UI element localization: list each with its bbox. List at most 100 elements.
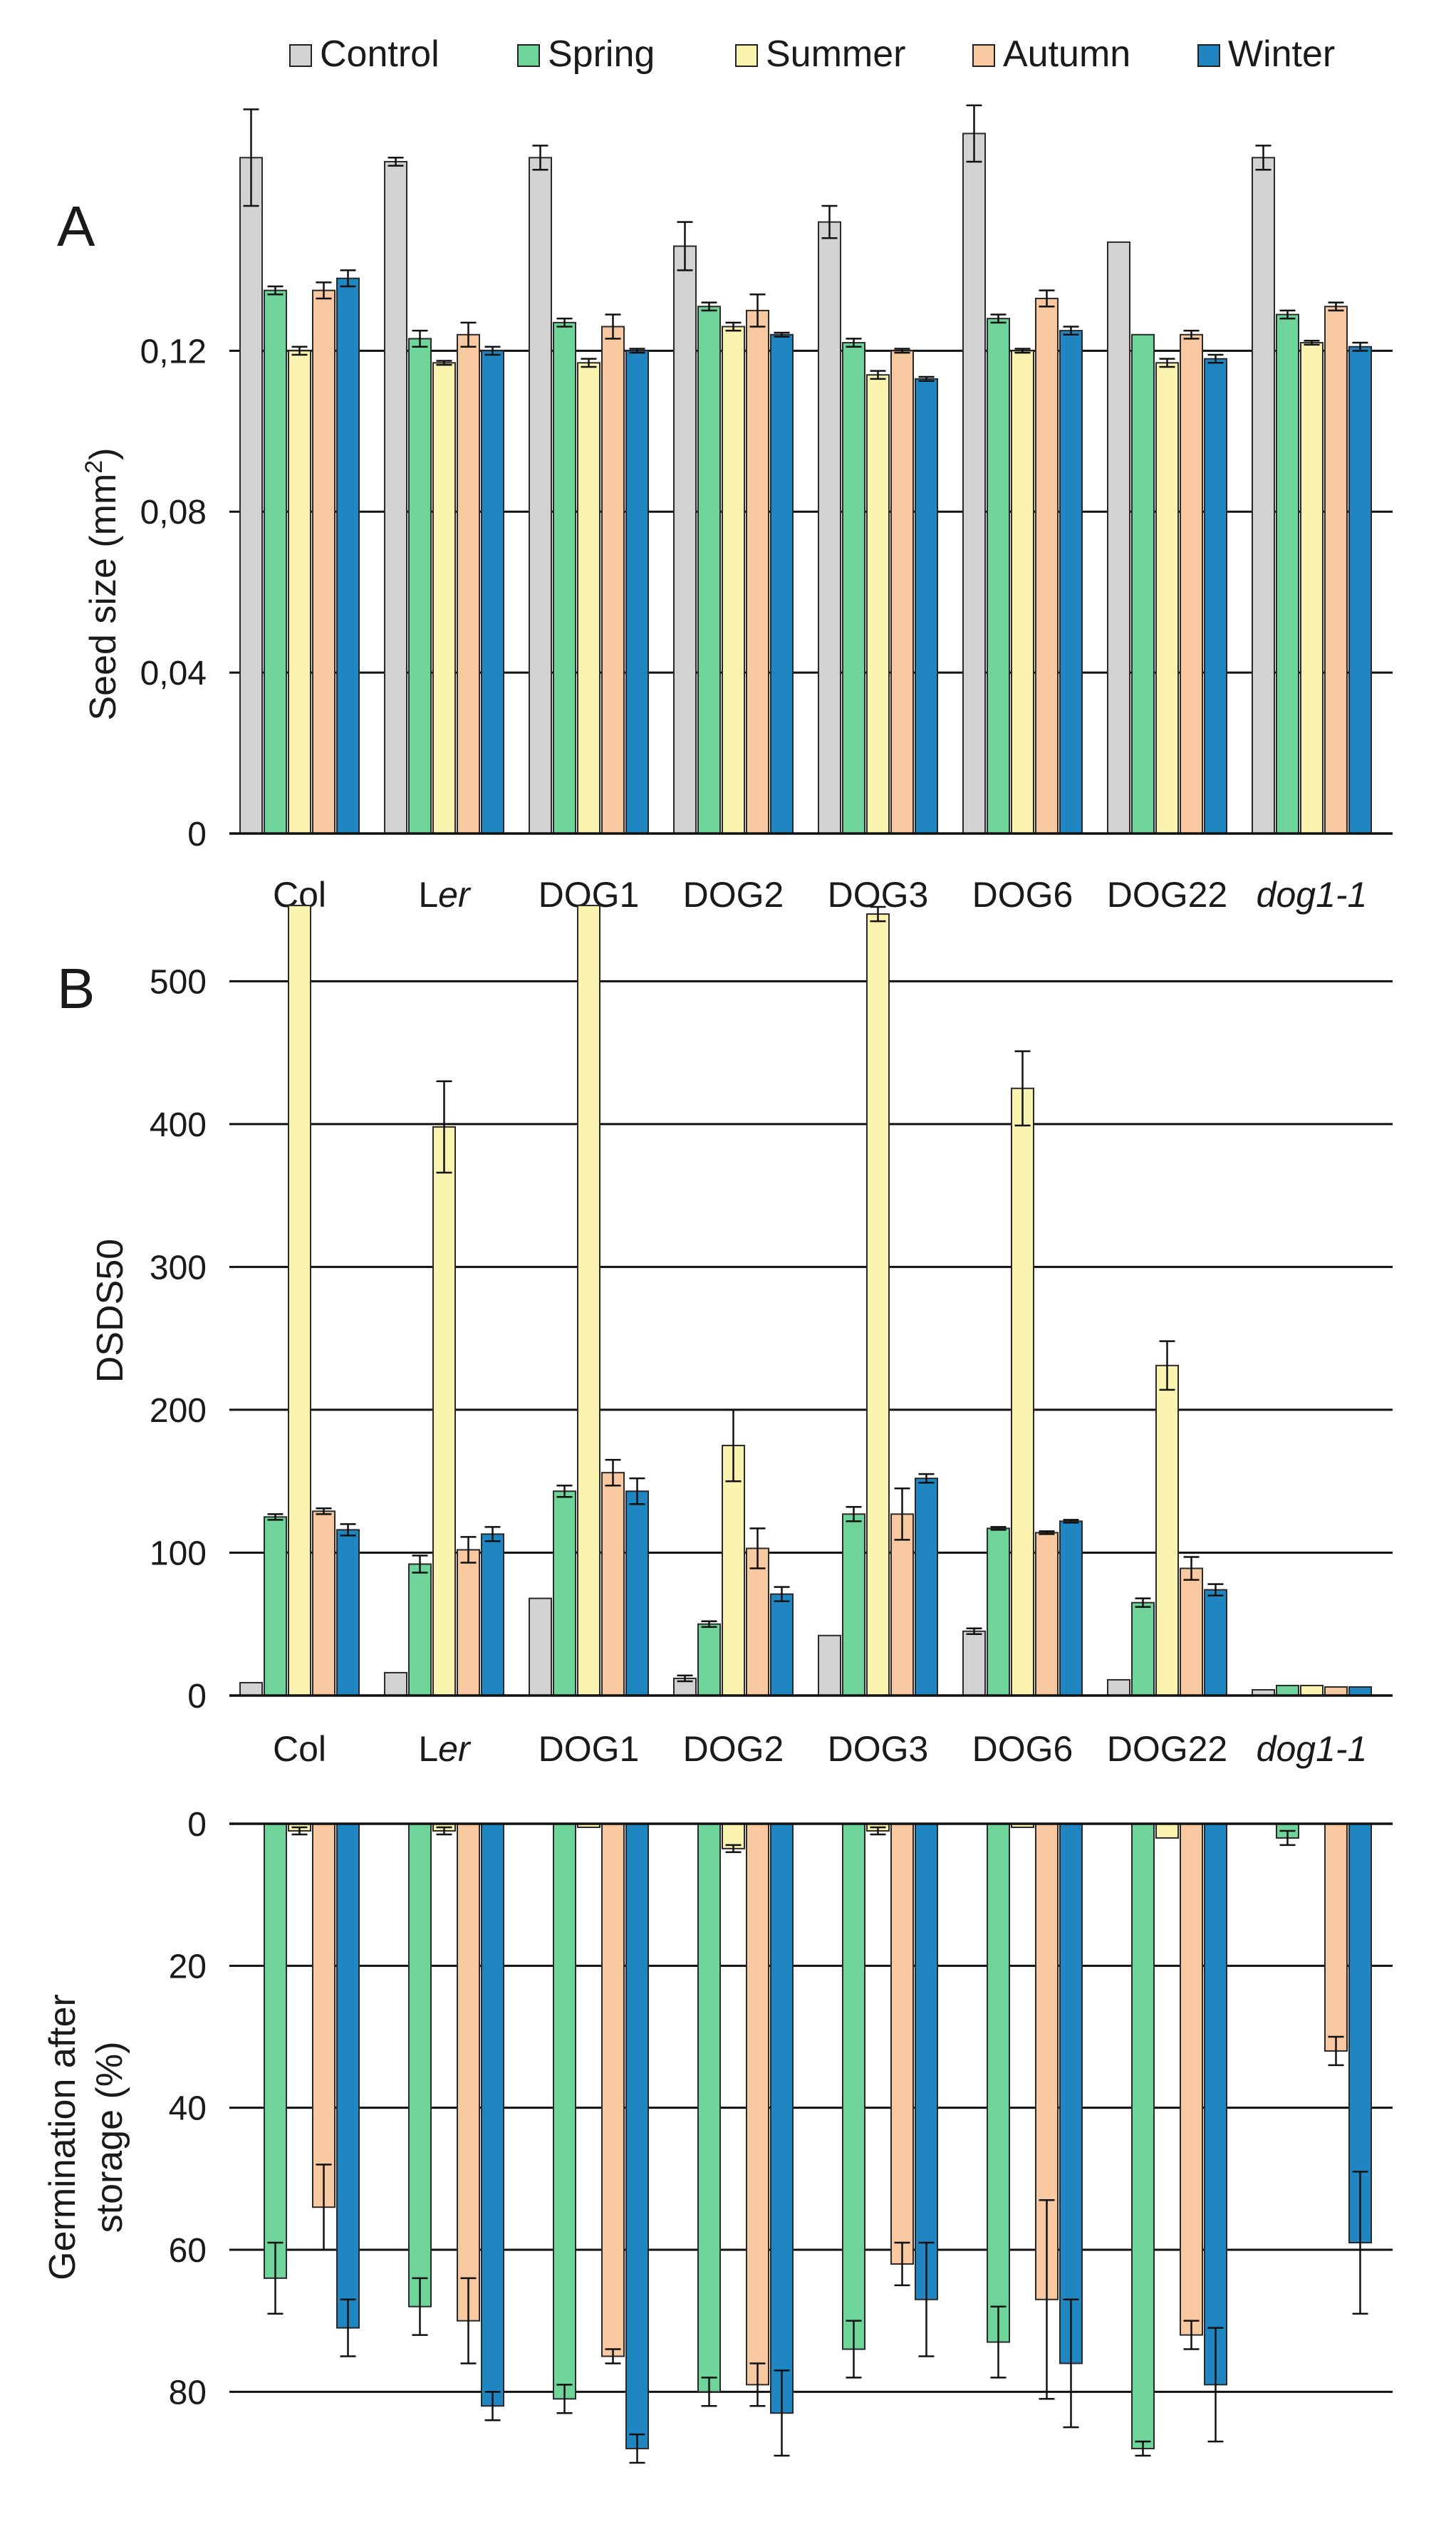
panel-label-b: B xyxy=(57,957,95,1020)
panel-b-bar-spring-col xyxy=(264,1516,287,1696)
panel-b-bar-winter-ler xyxy=(481,1533,504,1696)
legend-entry-winter: Winter xyxy=(1197,33,1335,75)
panel-a-bar-winter-dog3 xyxy=(915,378,938,834)
panel-b-bar-control-ler xyxy=(384,1671,407,1697)
panel-b-lower-bar-autumn-dog1 xyxy=(601,1823,625,2357)
panel-b-bar-control-dog22 xyxy=(1107,1678,1130,1697)
panel-b-bar-summer-ler xyxy=(432,1126,456,1696)
panel-a-bar-winter-dog1 xyxy=(625,350,649,834)
panel-b-bar-spring-ler xyxy=(408,1563,432,1696)
panel-b-bar-autumn-col xyxy=(312,1510,336,1696)
panel-a-x-tick-label: DOG2 xyxy=(683,875,784,915)
panel-a-bar-summer-dog3 xyxy=(866,374,890,834)
panel-b-bar-spring-dog2 xyxy=(697,1623,721,1697)
panel-b-lower-y-tick-label: 60 xyxy=(169,2232,207,2270)
panel-b-y-tick-label: 100 xyxy=(150,1535,207,1572)
panel-b-bar-spring-dog1 xyxy=(553,1490,576,1696)
panel-a-bar-spring-dog3 xyxy=(842,342,865,834)
panel-a-x-tick-label: DOG6 xyxy=(972,875,1073,915)
panel-b-x-tick-label: DOG6 xyxy=(972,1729,1073,1769)
panel-b-bar-autumn-dog6 xyxy=(1035,1532,1059,1697)
panel-a-x-tick-label: Ler xyxy=(418,875,472,915)
panel-b-lower-y-tick-label: 80 xyxy=(169,2374,207,2411)
legend-label-control: Control xyxy=(320,33,440,75)
panel-b-lower-bar-winter-ler xyxy=(481,1823,504,2407)
panel-a-bar-winter-dog22 xyxy=(1204,358,1227,835)
panel-b-lower-bar-summer-dog22 xyxy=(1155,1823,1179,1839)
panel-b-bar-winter-dog6 xyxy=(1059,1520,1083,1696)
panel-a-y-tick-label: 0 xyxy=(187,816,207,853)
panel-b-x-tick-label: Col xyxy=(273,1729,326,1769)
panel-a-bar-spring-dog6 xyxy=(987,318,1010,835)
legend-entry-control: Control xyxy=(289,33,440,75)
panel-b-bar-spring-dog3 xyxy=(842,1513,865,1696)
legend-swatch-control xyxy=(289,44,312,67)
panel-b-bar-summer-dog3 xyxy=(866,913,890,1696)
panel-a-bar-spring-ler xyxy=(408,338,432,835)
panel-b-lower-y-tick-label: 20 xyxy=(169,1948,207,1985)
panel-a-bar-autumn-dog6 xyxy=(1035,297,1059,834)
panel-b-bar-autumn-ler xyxy=(457,1549,480,1697)
panel-label-a: A xyxy=(57,194,95,258)
panel-b-bar-winter-dog1-1 xyxy=(1348,1686,1372,1696)
panel-b-bar-summer-dog22 xyxy=(1155,1364,1179,1696)
panel-b-x-tick-label: DOG1 xyxy=(539,1729,640,1769)
panel-a-bar-control-dog3 xyxy=(818,221,841,835)
panel-a-bar-summer-dog6 xyxy=(1011,350,1034,834)
panel-a-bar-control-dog1-1 xyxy=(1252,157,1275,834)
legend-entry-spring: Spring xyxy=(517,33,655,75)
panel-b-bar-control-dog1 xyxy=(529,1597,552,1697)
panel-b-bar-autumn-dog2 xyxy=(746,1547,769,1697)
panel-a-bar-autumn-dog2 xyxy=(746,309,769,835)
panel-b-bar-winter-dog1 xyxy=(625,1490,649,1696)
panel-b-lower-plot: 0 20 40 60 80 xyxy=(169,1806,1393,2464)
panel-b-bar-spring-dog22 xyxy=(1131,1601,1155,1697)
panel-b-bar-summer-dog2 xyxy=(722,1445,745,1696)
panel-a-x-tick-label: dog1-1 xyxy=(1257,875,1368,915)
panel-a-bar-control-col xyxy=(239,157,263,834)
panel-a-bar-spring-dog1-1 xyxy=(1276,313,1299,834)
panel-b-bar-control-dog3 xyxy=(818,1634,841,1696)
panel-b-lower-bar-spring-dog1 xyxy=(553,1823,576,2400)
legend-swatch-autumn xyxy=(972,44,995,67)
panel-a-bar-autumn-dog1 xyxy=(601,326,625,834)
legend-label-autumn: Autumn xyxy=(1003,33,1130,75)
legend: Control Spring Summer Autumn Winter xyxy=(289,33,1335,75)
panel-a-bar-summer-dog1-1 xyxy=(1300,342,1324,834)
panel-b-bar-winter-dog3 xyxy=(915,1478,938,1697)
panel-b-y-tick-label: 400 xyxy=(150,1106,207,1144)
panel-b-bar-spring-dog6 xyxy=(987,1527,1010,1697)
panel-a-bar-spring-dog22 xyxy=(1131,333,1155,834)
panel-b-lower-bar-winter-dog2 xyxy=(770,1823,794,2414)
panel-a-bar-control-dog1 xyxy=(529,157,552,834)
panel-a-y-axis-label: Seed size (mm2) xyxy=(80,447,124,720)
panel-a-y-tick-label: 0,08 xyxy=(140,494,207,531)
panel-b-lower-y-tick-label: 40 xyxy=(169,2090,207,2128)
panel-b-lower-bar-winter-col xyxy=(336,1823,360,2329)
panel-a-bar-control-ler xyxy=(384,160,407,835)
panel-b-bar-summer-dog6 xyxy=(1011,1087,1034,1697)
panel-a-bar-control-dog6 xyxy=(962,133,986,835)
legend-swatch-winter xyxy=(1197,44,1220,67)
panel-b-bar-autumn-dog1 xyxy=(601,1472,625,1697)
panel-b-bar-winter-dog22 xyxy=(1204,1589,1227,1696)
panel-a-bar-control-dog2 xyxy=(673,245,697,834)
panel-b-bar-spring-dog1-1 xyxy=(1276,1684,1299,1696)
panel-b-bar-control-dog6 xyxy=(962,1630,986,1697)
panel-b-lower-bar-autumn-col xyxy=(312,1823,336,2208)
panel-b-bar-summer-dog1-1 xyxy=(1300,1684,1324,1696)
panel-b-bar-summer-dog1 xyxy=(577,905,600,1696)
panel-a-bar-winter-dog6 xyxy=(1059,330,1083,834)
panel-a-bar-summer-dog2 xyxy=(722,326,745,834)
panel-a-bar-summer-dog22 xyxy=(1155,362,1179,834)
panel-b-y-axis-label: DSDS50 xyxy=(90,1239,131,1383)
panel-a-bar-summer-ler xyxy=(432,362,456,834)
panel-b-lower-bar-spring-dog2 xyxy=(697,1823,721,2393)
panel-b-lower-y-tick-label: 0 xyxy=(187,1806,207,1844)
panel-a-bar-spring-col xyxy=(264,289,287,835)
panel-b-lower-y-axis-label: Germination after storage (%) xyxy=(42,1994,130,2280)
panel-a-bar-summer-dog1 xyxy=(577,362,600,834)
legend-label-spring: Spring xyxy=(548,33,655,75)
panel-b-bar-winter-dog2 xyxy=(770,1593,794,1696)
panel-b-x-tick-label: Ler xyxy=(418,1729,472,1769)
